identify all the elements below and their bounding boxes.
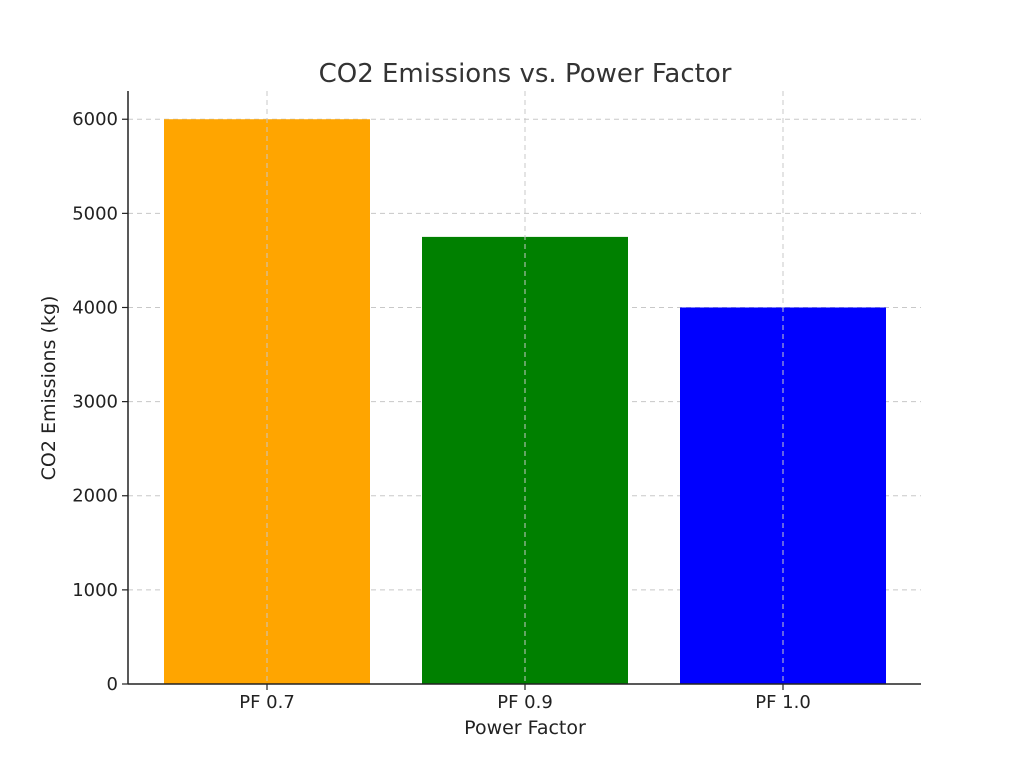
y-tick-label: 5000 [72,203,118,224]
y-tick-label: 3000 [72,392,118,413]
y-ticks-layer: 0 1000 2000 3000 4000 5000 6000 [72,109,128,695]
y-tick-label: 4000 [72,297,118,318]
y-axis-label: CO2 Emissions (kg) [38,296,60,481]
x-tick-label: PF 0.7 [239,692,295,713]
chart-title: CO2 Emissions vs. Power Factor [319,59,732,89]
x-tick-label: PF 1.0 [755,692,811,713]
y-tick-label: 6000 [72,109,118,130]
x-axis-label: Power Factor [464,717,586,739]
x-tick-label: PF 0.9 [497,692,553,713]
y-tick-label: 0 [107,674,118,695]
y-tick-label: 1000 [72,580,118,601]
x-ticks-layer: PF 0.7 PF 0.9 PF 1.0 [239,684,811,713]
y-tick-label: 2000 [72,486,118,507]
